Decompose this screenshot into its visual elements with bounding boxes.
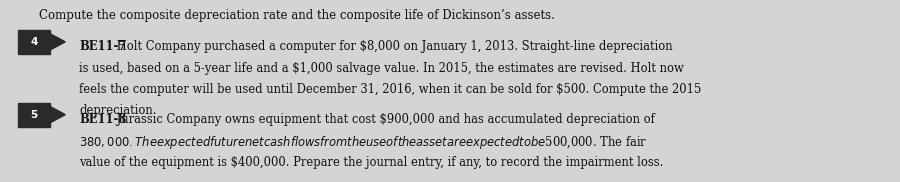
FancyBboxPatch shape bbox=[18, 30, 50, 54]
Text: value of the equipment is $400,000. Prepare the journal entry, if any, to record: value of the equipment is $400,000. Prep… bbox=[79, 156, 663, 169]
Text: BE11-7: BE11-7 bbox=[79, 40, 126, 53]
Text: 5: 5 bbox=[31, 110, 38, 120]
FancyBboxPatch shape bbox=[18, 103, 50, 127]
FancyArrow shape bbox=[49, 34, 65, 50]
Text: 4: 4 bbox=[31, 37, 38, 47]
Text: depreciation.: depreciation. bbox=[79, 104, 157, 117]
FancyArrow shape bbox=[49, 107, 65, 122]
Text: Compute the composite depreciation rate and the composite life of Dickinson’s as: Compute the composite depreciation rate … bbox=[39, 9, 554, 22]
Text: Jurassic Company owns equipment that cost $900,000 and has accumulated depreciat: Jurassic Company owns equipment that cos… bbox=[112, 113, 654, 126]
Text: $380,000. The expected future net cash flows from the use of the asset are expec: $380,000. The expected future net cash f… bbox=[79, 134, 648, 151]
Text: Holt Company purchased a computer for $8,000 on January 1, 2013. Straight-line d: Holt Company purchased a computer for $8… bbox=[112, 40, 672, 53]
Text: is used, based on a 5-year life and a $1,000 salvage value. In 2015, the estimat: is used, based on a 5-year life and a $1… bbox=[79, 62, 684, 74]
Text: feels the computer will be used until December 31, 2016, when it can be sold for: feels the computer will be used until De… bbox=[79, 83, 702, 96]
Text: BE11-8: BE11-8 bbox=[79, 113, 126, 126]
